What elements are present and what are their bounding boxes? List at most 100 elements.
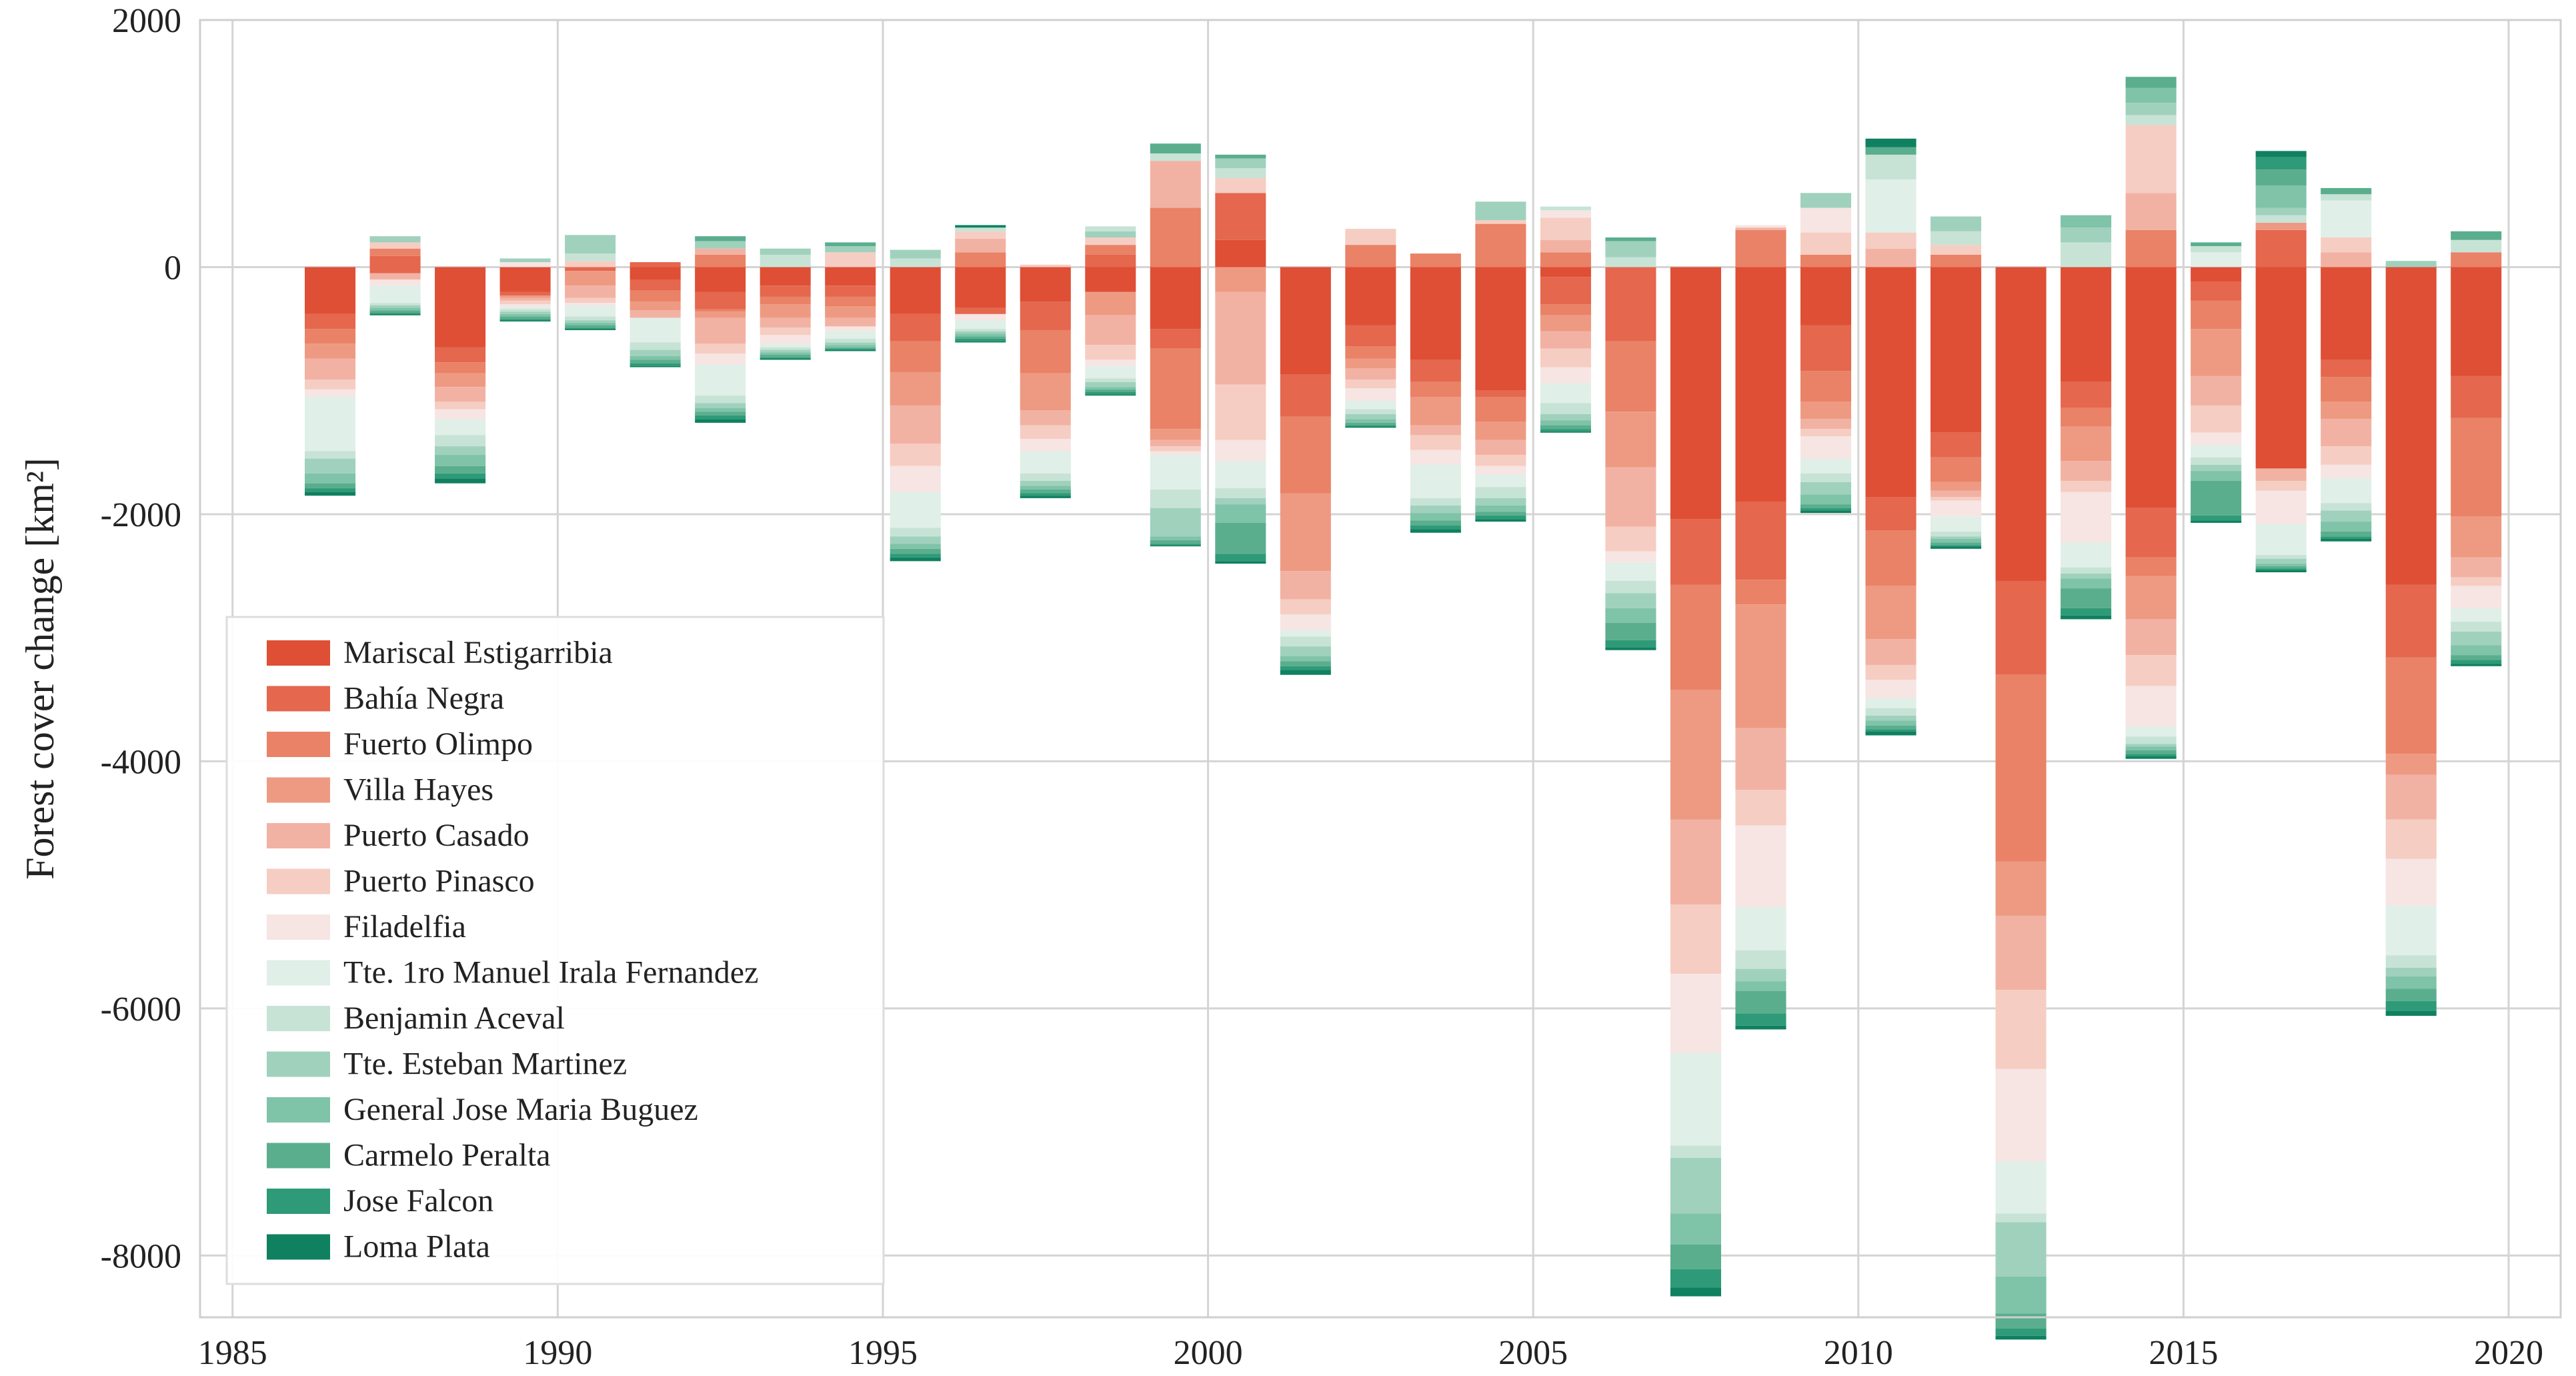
bar-segment	[2255, 568, 2307, 570]
bar-segment	[955, 338, 1006, 341]
bar-segment	[825, 345, 876, 348]
legend-label: Jose Falcon	[343, 1183, 493, 1219]
bar-segment	[1930, 516, 1982, 532]
bar-segment	[1475, 396, 1526, 422]
bar-segment	[1930, 254, 1982, 267]
bar-segment	[2451, 622, 2502, 632]
bar-segment	[1410, 425, 1461, 436]
bar-segment	[1215, 384, 1266, 440]
bar-segment	[1865, 232, 1916, 249]
bar-segment	[1085, 392, 1136, 395]
bar-segment	[1735, 728, 1786, 790]
bar-segment	[2191, 464, 2242, 472]
bar-segment	[1215, 178, 1266, 193]
bar-segment	[1150, 348, 1201, 430]
bar-segment	[825, 326, 876, 331]
legend-swatch	[267, 914, 330, 940]
bar-segment	[2451, 267, 2502, 376]
bar-segment	[369, 285, 421, 303]
bar-segment	[1150, 508, 1201, 537]
bar-segment	[955, 225, 1006, 228]
bar-segment	[2191, 252, 2242, 267]
bar-segment	[760, 267, 811, 286]
bar-segment	[305, 492, 356, 496]
bar-segment	[2191, 457, 2242, 465]
bar-segment	[499, 306, 551, 309]
bar-segment	[1995, 1213, 2047, 1223]
bar-segment	[1540, 414, 1591, 421]
legend-swatch	[267, 1051, 330, 1077]
bar-segment	[1865, 729, 1916, 732]
bar-segment	[695, 343, 746, 354]
bar-segment	[2061, 542, 2112, 568]
bar-segment	[890, 544, 941, 549]
bar-segment	[2061, 461, 2112, 481]
bar-segment	[1995, 674, 2047, 862]
bar-segment	[825, 285, 876, 297]
bar-segment	[1410, 435, 1461, 450]
bar-segment	[1410, 360, 1461, 382]
bar-segment	[2451, 239, 2502, 253]
bar-segment	[499, 267, 551, 292]
bar-segment	[2255, 490, 2307, 524]
bar-segment	[1670, 519, 1722, 585]
bar-segment	[2385, 906, 2437, 956]
legend-label: Tte. 1ro Manuel Irala Fernandez	[343, 955, 758, 990]
x-tick-label: 2010	[1824, 1334, 1893, 1372]
bar-segment	[760, 343, 811, 348]
bar-segment	[955, 252, 1006, 267]
bar-segment	[1930, 490, 1982, 498]
bar-segment	[565, 267, 616, 271]
bar-segment	[825, 242, 876, 246]
bar-segment	[2321, 536, 2372, 539]
bar-segment	[305, 267, 356, 314]
bar-segment	[1150, 267, 1201, 329]
bar-segment	[565, 322, 616, 325]
bar-segment	[305, 458, 356, 474]
bar-segment	[760, 327, 811, 335]
bar-segment	[825, 306, 876, 318]
bar-segment	[1735, 950, 1786, 969]
bar-segment	[890, 548, 941, 554]
y-axis-label: Forest cover change [km²]	[18, 458, 62, 880]
bar-segment	[1930, 536, 1982, 539]
bar-segment	[1735, 227, 1786, 230]
bar-segment	[369, 279, 421, 286]
y-tick-label: 0	[164, 249, 181, 287]
bar-segment	[2125, 508, 2177, 558]
bar-segment	[1215, 158, 1266, 169]
bar-segment	[695, 403, 746, 408]
bar-segment	[2451, 660, 2502, 664]
bar-segment	[695, 267, 746, 292]
bar-segment	[1280, 661, 1331, 666]
legend: Mariscal Estigarribia Bahía Negra Fuerto O…	[225, 616, 885, 1285]
bar-segment	[1540, 315, 1591, 331]
bar-segment	[1150, 429, 1201, 440]
bar-segment	[1215, 488, 1266, 498]
bar-segment	[1865, 720, 1916, 726]
bar-segment	[1475, 466, 1526, 475]
legend-swatch	[267, 1097, 330, 1123]
bar-segment	[629, 301, 681, 311]
bar-segment	[1930, 231, 1982, 245]
bar-segment	[2191, 267, 2242, 282]
bar-segment	[1150, 489, 1201, 508]
bar-segment	[2385, 858, 2437, 906]
bar-segment	[955, 341, 1006, 343]
bar-segment	[2385, 819, 2437, 859]
bar-segment	[369, 307, 421, 311]
bar-segment	[2255, 564, 2307, 566]
bar-segment	[499, 295, 551, 298]
bar-segment	[305, 483, 356, 489]
bar-segment	[1020, 473, 1071, 481]
bar-segment	[2255, 480, 2307, 491]
bar-segment	[1215, 522, 1266, 554]
bar-segment	[1995, 1313, 2047, 1329]
bar-segment	[1735, 225, 1786, 228]
bar-segment	[1735, 267, 1786, 502]
bar-segment	[2451, 252, 2502, 267]
bar-segment	[2255, 267, 2307, 469]
bar-segment	[1280, 493, 1331, 572]
bar-segment	[1930, 432, 1982, 458]
bar-segment	[1800, 254, 1852, 267]
